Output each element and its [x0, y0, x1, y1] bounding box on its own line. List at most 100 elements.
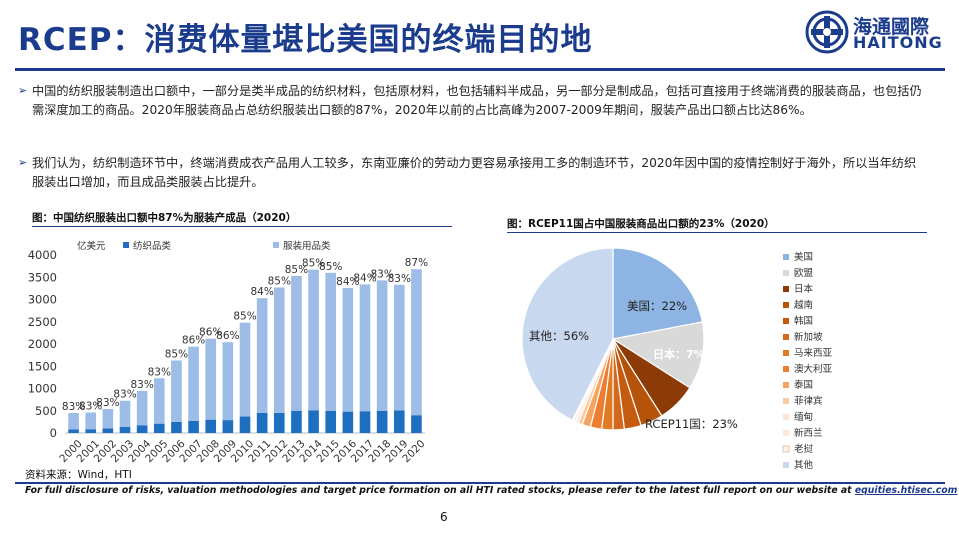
bar-segment: [239, 416, 251, 433]
figure-2-underline: [507, 232, 927, 233]
bar-percent-label: 86%: [216, 330, 239, 342]
bar-segment: [393, 284, 405, 411]
bar-percent-label: 83%: [370, 268, 393, 280]
pie-legend-label: 日本: [794, 283, 814, 295]
y-tick-label: 1500: [28, 359, 57, 373]
pie-slice: [612, 247, 704, 340]
bar-segment: [359, 411, 371, 433]
pie-legend-label: 老挝: [794, 443, 814, 455]
pie-legend-swatch: [783, 254, 789, 260]
bar-segment: [342, 411, 354, 433]
bar-percent-label: 83%: [113, 389, 136, 401]
pie-slice: [611, 321, 705, 389]
pie-legend-swatch: [783, 318, 789, 324]
pie-legend-swatch: [782, 445, 790, 453]
bar-segment: [411, 415, 422, 433]
unit-label: 亿美元: [77, 240, 106, 252]
haitong-logo: 海通國際 HAITONG: [805, 8, 945, 56]
y-tick-label: 3000: [28, 293, 57, 307]
bar-segment: [188, 420, 199, 433]
bar-percent-label: 85%: [165, 348, 188, 360]
bar-segment: [325, 272, 337, 411]
bullet-paragraph-2: ➢ 我们认为，纺织制造环节中，终端消费成衣产品用人工较多，东南亚廉价的劳动力更容…: [18, 154, 922, 191]
bar-segment: [85, 412, 97, 430]
bar-segment: [153, 378, 165, 424]
bar-segment: [359, 284, 371, 412]
bar-segment: [102, 408, 114, 429]
bar-segment: [102, 428, 114, 433]
rcep-pie-chart: 美国：22% 日本：7% RCEP11国：23% 其他：56% 美国欧盟日本越南韩国新加…: [521, 247, 833, 471]
pie-legend-label: 欧盟: [794, 267, 814, 279]
bullet-paragraph-1: ➢ 中国的纺织服装制造出口额中，一部分是类半成品的纺织材料，包括原材料，也包括辅…: [18, 82, 922, 119]
pie-legend-label: 马来西亚: [794, 348, 833, 359]
bar-segment: [239, 322, 251, 417]
bar-segment: [119, 426, 131, 433]
pie-legend-swatch: [783, 430, 789, 436]
source-note: 资料来源：Wind，HTI: [25, 469, 132, 481]
bar-percent-label: 83%: [388, 273, 411, 285]
bullet-text-2: 我们认为，纺织制造环节中，终端消费成衣产品用人工较多，东南亚廉价的劳动力更容易承…: [32, 156, 917, 189]
pie-legend-label: 新西兰: [794, 427, 823, 439]
bar-segment: [119, 400, 131, 427]
bar-segment: [136, 425, 148, 433]
y-tick-label: 0: [50, 426, 57, 440]
bar-percent-label: 85%: [319, 261, 342, 273]
bar-segment: [205, 338, 217, 420]
pie-legend-swatch: [783, 398, 789, 404]
figure-1-title: 图：中国纺织服装出口额中87%为服装产成品（2020）: [32, 212, 297, 224]
pie-legend-label: 韩国: [794, 315, 813, 327]
website-link[interactable]: equities.htisec.com: [854, 485, 958, 496]
page-number: 6: [440, 510, 448, 524]
bar-segment: [222, 342, 234, 421]
pie-legend-swatch: [783, 302, 789, 308]
y-tick-label: 2500: [28, 315, 57, 329]
bar-segment: [222, 420, 234, 433]
bar-segment: [171, 421, 182, 433]
legend-label: 服装用品类: [283, 240, 331, 252]
bar-segment: [273, 412, 285, 433]
bar-segment: [68, 429, 79, 433]
pie-legend-label: 缅甸: [794, 411, 813, 423]
bar-percent-label: 85%: [268, 275, 291, 287]
bar-percent-label: 84%: [353, 272, 376, 284]
pie-legend-label: 菲律宾: [794, 395, 823, 407]
bar-segment: [205, 419, 217, 433]
bar-segment: [376, 280, 388, 411]
legend-swatch: [123, 242, 129, 248]
bar-segment: [411, 269, 422, 416]
haitong-emblem-icon: [805, 10, 849, 54]
y-tick-label: 3500: [28, 270, 57, 284]
bar-segment: [136, 390, 148, 426]
bar-percent-label: 85%: [233, 311, 256, 323]
pie-label-us: 美国：22%: [627, 299, 687, 313]
pie-slice: [521, 247, 614, 422]
bar-segment: [68, 412, 79, 430]
page-title: RCEP：消费体量堪比美国的终端目的地: [18, 22, 593, 58]
bar-segment: [342, 287, 354, 412]
bar-segment: [393, 410, 405, 433]
legend-label: 纺织品类: [133, 240, 172, 252]
figure-1-underline: [32, 226, 452, 227]
bullet-arrow-icon: ➢: [18, 84, 28, 97]
bar-segment: [85, 429, 97, 433]
legend-swatch: [273, 242, 279, 248]
bar-segment: [291, 410, 302, 433]
bar-percent-label: 87%: [405, 257, 428, 269]
bar-segment: [256, 298, 268, 413]
disclaimer-text: For full disclosure of risks, valuation …: [25, 485, 855, 496]
pie-legend-swatch: [783, 270, 789, 276]
pie-legend-swatch: [783, 462, 789, 468]
bar-segment: [325, 410, 337, 433]
bar-percent-label: 83%: [62, 401, 85, 413]
pie-legend-swatch: [783, 334, 789, 340]
bar-segment: [273, 287, 285, 413]
bar-percent-label: 83%: [148, 366, 171, 378]
pie-label-japan: 日本：7%: [653, 347, 705, 361]
pie-legend-label: 澳大利亚: [794, 363, 833, 375]
bar-segment: [308, 269, 319, 411]
bullet-arrow-icon: ➢: [18, 156, 28, 169]
bar-segment: [291, 275, 302, 411]
pie-legend-swatch: [783, 366, 789, 372]
y-tick-label: 500: [35, 404, 57, 418]
pie-legend-swatch: [783, 382, 789, 388]
